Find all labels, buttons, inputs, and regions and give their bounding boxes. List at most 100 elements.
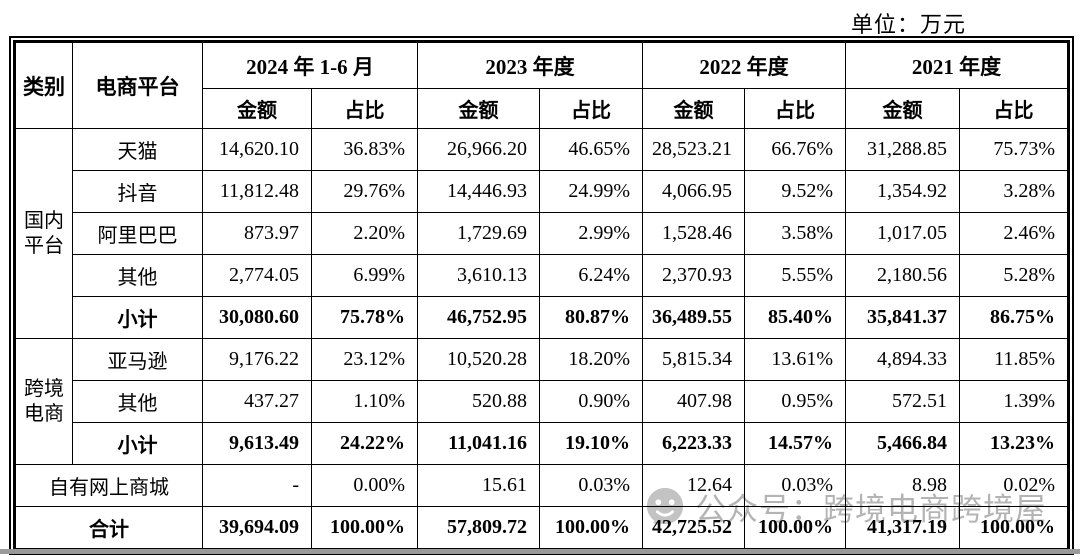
ratio-cell: 1.10% [311,380,418,423]
ratio-cell: 1.39% [959,380,1068,423]
revenue-table: 类别 电商平台 2024 年 1-6 月 2023 年度 2022 年度 202… [9,36,1074,555]
ratio-cell: 66.76% [744,128,846,171]
ratio-cell: 19.10% [539,422,643,465]
amount-cell: 14,620.10 [202,128,312,171]
amount-cell: 28,523.21 [642,128,745,171]
amount-cell: 4,066.95 [642,170,745,213]
period-header-2021: 2021 年度 [845,42,1068,89]
ratio-cell: 0.95% [744,380,846,423]
amount-cell: - [202,464,312,507]
amount-cell: 10,520.28 [417,338,540,381]
ratio-cell: 24.99% [539,170,643,213]
ratio-cell: 3.58% [744,212,846,255]
ratio-cell: 85.40% [744,296,846,339]
ratio-cell: 6.24% [539,254,643,297]
ratio-cell: 0.90% [539,380,643,423]
amount-cell: 2,774.05 [202,254,312,297]
amount-cell: 9,176.22 [202,338,312,381]
ratio-cell: 0.02% [959,464,1068,507]
amount-cell: 1,528.46 [642,212,745,255]
ratio-cell: 0.00% [311,464,418,507]
ratio-cell: 13.23% [959,422,1068,465]
amount-cell: 3,610.13 [417,254,540,297]
ratio-cell: 24.22% [311,422,418,465]
subtotal-label: 小计 [72,296,203,339]
header-platform: 电商平台 [72,42,203,129]
platform-revenue-table: 类别 电商平台 2024 年 1-6 月 2023 年度 2022 年度 202… [15,42,1068,549]
ratio-cell: 2.20% [311,212,418,255]
ratio-cell: 11.85% [959,338,1068,381]
ratio-cell: 5.28% [959,254,1068,297]
amount-cell: 26,966.20 [417,128,540,171]
amount-cell: 6,223.33 [642,422,745,465]
ratio-cell: 86.75% [959,296,1068,339]
amount-cell: 11,041.16 [417,422,540,465]
ratio-cell: 2.46% [959,212,1068,255]
ratio-cell: 2.99% [539,212,643,255]
ratio-cell: 23.12% [311,338,418,381]
ratio-cell: 100.00% [311,506,418,549]
period-header-2023: 2023 年度 [417,42,643,89]
ratio-cell: 100.00% [959,506,1068,549]
platform-cell: 其他 [72,254,203,297]
ratio-cell: 0.03% [744,464,846,507]
ratio-cell: 75.78% [311,296,418,339]
group-cell-domestic: 国内平台 [15,128,73,339]
amount-cell: 57,809.72 [417,506,540,549]
platform-cell: 其他 [72,380,203,423]
subheader-amount: 金额 [642,88,745,129]
amount-cell: 873.97 [202,212,312,255]
ratio-cell: 0.03% [539,464,643,507]
amount-cell: 5,815.34 [642,338,745,381]
ratio-cell: 5.55% [744,254,846,297]
platform-cell: 抖音 [72,170,203,213]
subheader-amount: 金额 [417,88,540,129]
amount-cell: 2,180.56 [845,254,960,297]
amount-cell: 2,370.93 [642,254,745,297]
amount-cell: 572.51 [845,380,960,423]
subheader-ratio: 占比 [959,88,1068,129]
amount-cell: 5,466.84 [845,422,960,465]
ratio-cell: 100.00% [744,506,846,549]
amount-cell: 31,288.85 [845,128,960,171]
subtotal-label: 小计 [72,422,203,465]
amount-cell: 39,694.09 [202,506,312,549]
amount-cell: 11,812.48 [202,170,312,213]
ratio-cell: 18.20% [539,338,643,381]
amount-cell: 12.64 [642,464,745,507]
amount-cell: 15.61 [417,464,540,507]
subheader-ratio: 占比 [744,88,846,129]
amount-cell: 35,841.37 [845,296,960,339]
amount-cell: 1,729.69 [417,212,540,255]
amount-cell: 42,725.52 [642,506,745,549]
amount-cell: 8.98 [845,464,960,507]
amount-cell: 407.98 [642,380,745,423]
bottom-edge-band [0,549,1080,554]
total-label: 合计 [15,506,203,549]
ratio-cell: 13.61% [744,338,846,381]
subheader-ratio: 占比 [311,88,418,129]
ratio-cell: 75.73% [959,128,1068,171]
amount-cell: 4,894.33 [845,338,960,381]
platform-cell: 亚马逊 [72,338,203,381]
ratio-cell: 80.87% [539,296,643,339]
ratio-cell: 36.83% [311,128,418,171]
amount-cell: 9,613.49 [202,422,312,465]
ratio-cell: 46.65% [539,128,643,171]
subheader-ratio: 占比 [539,88,643,129]
subheader-amount: 金额 [202,88,312,129]
amount-cell: 1,017.05 [845,212,960,255]
amount-cell: 36,489.55 [642,296,745,339]
ratio-cell: 29.76% [311,170,418,213]
platform-cell: 阿里巴巴 [72,212,203,255]
amount-cell: 520.88 [417,380,540,423]
group-cell-crossborder: 跨境电商 [15,338,73,465]
ratio-cell: 9.52% [744,170,846,213]
amount-cell: 14,446.93 [417,170,540,213]
amount-cell: 41,317.19 [845,506,960,549]
amount-cell: 1,354.92 [845,170,960,213]
period-header-2022: 2022 年度 [642,42,846,89]
ratio-cell: 100.00% [539,506,643,549]
ratio-cell: 6.99% [311,254,418,297]
own-mall-label: 自有网上商城 [15,464,203,507]
